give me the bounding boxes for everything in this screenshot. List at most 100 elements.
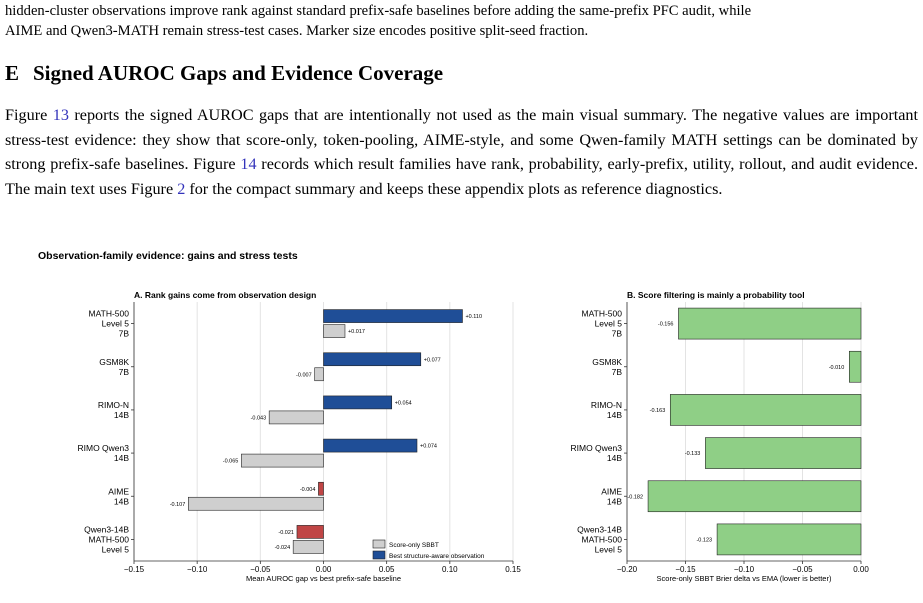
panel-b-score-filtering: B. Score filtering is mainly a probabili… (571, 290, 870, 583)
score-only-bar (314, 367, 324, 382)
y-category-label: MATH-500 Level 5 7B (89, 309, 130, 339)
y-category-label: AIME 14B (108, 486, 129, 506)
y-category-label: RIMO-N 14B (98, 400, 130, 420)
paragraph-text-2: reports the signed AUROC gaps that are i… (5, 106, 919, 173)
x-tick-label: 0.15 (505, 565, 521, 574)
bar-value-label: +0.074 (420, 444, 437, 450)
y-category-label: Qwen3-14B MATH-500 Level 5 (577, 524, 622, 554)
structure-aware-bar (318, 481, 324, 496)
y-category-label-line: 7B (612, 329, 623, 339)
bar-value-label: +0.054 (395, 400, 412, 406)
y-category-label-line: RIMO-N (98, 400, 129, 410)
y-category-label-line: Level 5 (595, 319, 623, 329)
figure-ref-14-link[interactable]: 14 (240, 155, 257, 173)
brier-delta-bar (716, 523, 862, 556)
paragraph-text-4: for the compact summary and keeps these … (185, 179, 723, 198)
section-title: Signed AUROC Gaps and Evidence Coverage (33, 61, 444, 85)
y-category-label: RIMO Qwen3 14B (78, 443, 130, 463)
x-tick-label: −0.05 (250, 565, 271, 574)
panel-a-rank-gains: A. Rank gains come from observation desi… (78, 290, 522, 583)
x-tick-label: −0.15 (675, 565, 696, 574)
brier-delta-bar (678, 307, 862, 340)
y-category-label-line: Level 5 (102, 544, 130, 554)
bar-value-label: -0.043 (251, 415, 267, 421)
section-heading: E Signed AUROC Gaps and Evidence Coverage (5, 61, 918, 86)
y-category-label: MATH-500 Level 5 7B (582, 309, 623, 339)
bar-value-label: +0.110 (465, 314, 482, 320)
structure-aware-bar (323, 309, 463, 323)
legend-entry-label: Score-only SBBT (389, 542, 439, 549)
y-category-label-line: RIMO-N (591, 400, 622, 410)
bar-value-label: -0.163 (650, 408, 666, 414)
bar-value-label: -0.182 (627, 494, 643, 500)
x-axis-label: Mean AUROC gap vs best prefix-safe basel… (246, 574, 401, 583)
section-number: E (5, 61, 20, 85)
bar-value-label: +0.077 (424, 357, 441, 363)
y-category-label-line: 7B (119, 367, 130, 377)
body-paragraph: Figure 13 reports the signed AUROC gaps … (5, 103, 918, 201)
y-category-label-line: RIMO Qwen3 (78, 443, 130, 453)
y-category-label-line: MATH-500 (89, 309, 130, 319)
figure-title: Observation-family evidence: gains and s… (38, 250, 298, 262)
y-category-label-line: 7B (119, 329, 130, 339)
preceding-caption-line-2: AIME and Qwen3-MATH remain stress-test c… (5, 23, 589, 39)
x-tick-label: −0.10 (734, 565, 755, 574)
x-tick-label: 0.05 (379, 565, 395, 574)
x-tick-label: 0.00 (316, 565, 332, 574)
bar-value-label: -0.123 (696, 537, 712, 543)
bar-value-label: -0.004 (300, 487, 316, 493)
y-category-label-line: 14B (607, 453, 622, 463)
structure-aware-bar (323, 395, 393, 410)
structure-aware-bar (323, 352, 422, 367)
bar-value-label: -0.024 (275, 545, 291, 551)
score-only-bar (241, 453, 324, 468)
y-category-label-line: 14B (114, 453, 129, 463)
bar-value-label: -0.065 (223, 459, 239, 465)
structure-aware-bar (296, 525, 324, 539)
x-axis-label: Score-only SBBT Brier delta vs EMA (lowe… (657, 574, 832, 583)
score-only-bar (292, 540, 324, 554)
y-category-label-line: RIMO Qwen3 (571, 443, 623, 453)
paragraph-text-1: Figure (5, 106, 53, 124)
preceding-caption-line-1: hidden-cluster observations improve rank… (5, 3, 752, 19)
x-tick-label: 0.10 (442, 565, 458, 574)
structure-aware-bar (323, 438, 418, 453)
brier-delta-bar (647, 480, 862, 513)
y-category-label-line: 14B (607, 496, 622, 506)
preceding-caption: hidden-cluster observations improve rank… (5, 1, 918, 41)
brier-delta-bar (705, 437, 862, 469)
y-category-label: AIME 14B (601, 486, 622, 506)
x-tick-label: −0.10 (187, 565, 208, 574)
brier-delta-bar (848, 350, 862, 383)
legend-swatch (372, 550, 386, 560)
y-category-label-line: AIME (601, 486, 622, 496)
legend-entry-label: Best structure-aware observation (389, 553, 485, 560)
y-category-label-line: Qwen3-14B (84, 524, 129, 534)
score-only-bar (268, 410, 324, 425)
bar-value-label: -0.107 (170, 502, 186, 508)
figure-observation-family-evidence: Observation-family evidence: gains and s… (38, 250, 870, 583)
bar-value-label: -0.156 (658, 322, 674, 328)
x-tick-label: −0.20 (617, 565, 638, 574)
brier-delta-bar (669, 394, 862, 426)
y-category-label: GSM8K 7B (99, 357, 129, 377)
x-tick-label: 0.00 (853, 565, 869, 574)
chart-title: A. Rank gains come from observation desi… (134, 290, 316, 300)
y-category-label-line: 14B (114, 410, 129, 420)
bar-value-label: -0.007 (296, 372, 312, 378)
paragraph-text-3: records which result families have rank,… (5, 155, 918, 198)
legend-swatch (372, 539, 386, 549)
y-category-label-line: MATH-500 (582, 534, 623, 544)
y-category-label-line: AIME (108, 486, 129, 496)
figure-ref-2-link[interactable]: 2 (177, 179, 186, 198)
bar-value-label: -0.010 (829, 365, 845, 371)
y-category-label-line: Qwen3-14B (577, 524, 622, 534)
figure-ref-13-link[interactable]: 13 (52, 106, 69, 124)
y-category-label-line: MATH-500 (582, 309, 623, 319)
y-category-label: Qwen3-14B MATH-500 Level 5 (84, 524, 129, 554)
bar-value-label: -0.021 (278, 530, 294, 536)
score-only-bar (323, 324, 346, 338)
y-category-label-line: 14B (607, 410, 622, 420)
y-category-label: RIMO-N 14B (591, 400, 623, 420)
y-category-label-line: 14B (114, 496, 129, 506)
